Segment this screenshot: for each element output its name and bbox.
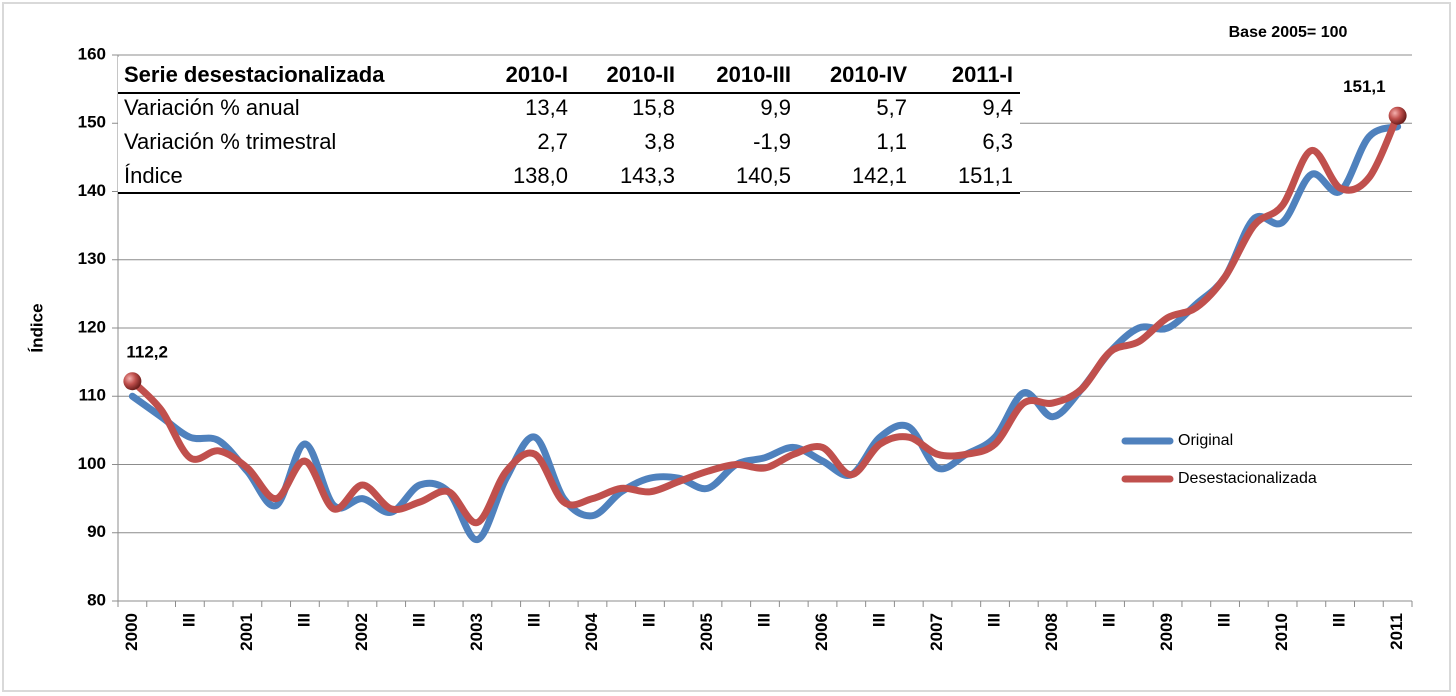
series-line [128,112,1402,527]
x-tick-label: III [294,613,313,627]
y-tick-label: 110 [79,386,106,405]
table-cell: 5,7 [876,95,907,120]
y-axis-title: Índice [27,303,46,352]
x-tick-label: 2008 [1042,613,1061,651]
table-cell: -1,9 [753,129,791,154]
table-cell: 6,3 [982,129,1013,154]
x-tick-label: 2010 [1272,613,1291,651]
table-cell: 138,0 [513,163,568,188]
x-tick-label: 2003 [467,613,486,651]
table-cell: Índice [124,163,183,188]
table-cell: 9,9 [760,95,791,120]
legend-label: Original [1178,432,1233,449]
y-tick-label: 80 [87,590,106,609]
x-tick-label: III [754,613,773,627]
table-cell: Variación % trimestral [124,129,336,154]
x-tick-label: 2001 [237,613,256,651]
x-tick-label: 2004 [582,612,601,650]
x-tick-label: 2009 [1157,613,1176,651]
x-tick-label: 2007 [927,613,946,651]
base-note: Base 2005= 100 [1229,24,1348,41]
legend-label: Desestacionalizada [1178,470,1317,487]
x-tick-label: III [1215,613,1234,627]
x-tick-label: III [985,613,1004,627]
table-header: 2010-II [607,62,676,87]
y-tick-label: 150 [78,113,106,132]
x-tick-label: III [1100,613,1119,627]
table-cell: 1,1 [876,129,907,154]
data-label: 151,1 [1343,77,1386,96]
table-cell: 2,7 [537,129,568,154]
x-tick-label: III [409,613,428,627]
y-tick-label: 160 [78,44,106,63]
table-cell: 142,1 [852,163,907,188]
x-tick-label: III [870,613,889,627]
y-tick-label: 130 [78,249,106,268]
x-tick-label: 2005 [697,613,716,651]
table-header: 2011-I [952,62,1013,87]
data-label: 112,2 [126,343,168,362]
table-bg [118,57,1020,193]
table-cell: 13,4 [525,95,568,120]
table-header: 2010-IV [830,62,907,87]
table-cell: 9,4 [982,95,1013,120]
table-cell: 143,3 [620,163,675,188]
x-tick-label: III [1330,613,1349,627]
x-tick-label: III [179,613,198,627]
table-cell: 3,8 [644,129,675,154]
x-tick-label: 2006 [812,613,831,651]
y-tick-label: 90 [87,522,106,541]
end-marker [1388,106,1407,125]
y-tick-label: 100 [78,454,106,473]
table-cell: Variación % anual [124,95,300,120]
x-tick-label: 2002 [352,613,371,651]
table-cell: 140,5 [736,163,791,188]
table-header: 2010-I [506,62,568,87]
y-tick-label: 120 [78,317,106,336]
x-tick-label: 2011 [1387,613,1406,650]
y-tick-label: 140 [78,181,106,200]
table-header: Serie desestacionalizada [124,62,385,87]
table-cell: 15,8 [632,95,675,120]
table-cell: 151,1 [958,163,1013,188]
x-tick-label: 2000 [122,613,141,651]
x-tick-label: III [639,613,658,627]
table-header: 2010-III [716,62,791,87]
end-marker [123,372,142,391]
x-tick-label: III [524,613,543,627]
